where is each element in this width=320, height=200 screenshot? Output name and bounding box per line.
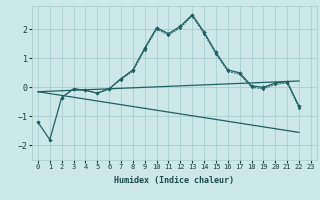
X-axis label: Humidex (Indice chaleur): Humidex (Indice chaleur)	[115, 176, 234, 185]
